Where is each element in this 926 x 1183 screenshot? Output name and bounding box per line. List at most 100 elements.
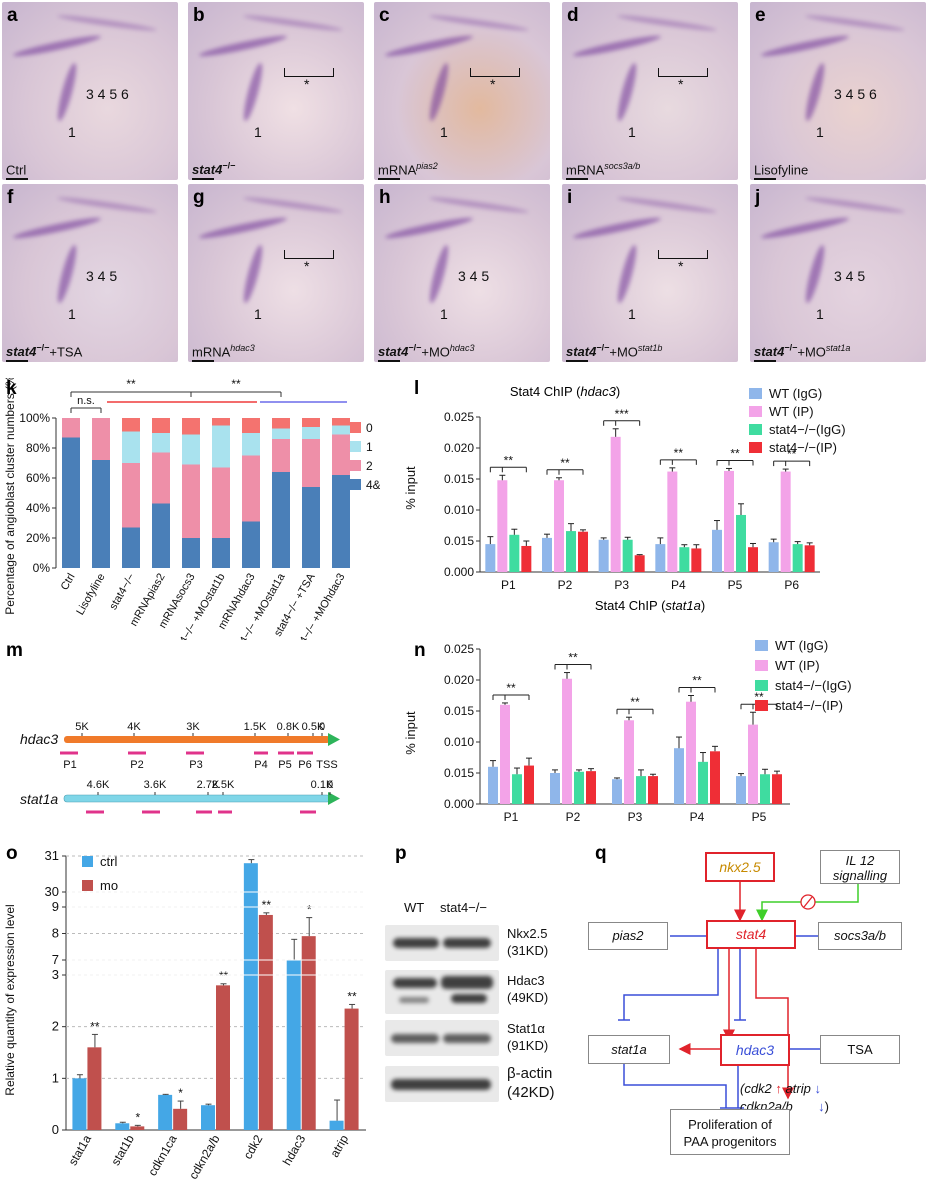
bar-WT (IgG)	[655, 544, 666, 572]
photo-label-f: f	[7, 187, 14, 208]
x-tick-label: P6	[784, 578, 799, 592]
bar-WT (IgG)	[736, 776, 746, 804]
significance-label: *	[307, 903, 312, 917]
scale-label: 5K	[75, 721, 89, 733]
bar-2	[92, 418, 110, 460]
legend-entry: 0	[366, 421, 373, 435]
bar-4&3	[92, 460, 110, 568]
embryo-photo-b: b 1 * stat4−/−	[188, 2, 364, 180]
legend-swatch	[749, 424, 762, 435]
y-axis-label: Relative quantity of expression level	[3, 904, 17, 1095]
bar-WT (IgG)	[550, 773, 560, 804]
legend-swatch	[350, 479, 361, 490]
photo-caption: stat4−/−+MOstat1b	[566, 342, 662, 362]
bar-WT (IP)	[500, 704, 510, 804]
bar-WT (IP)	[554, 480, 564, 572]
bar-2	[302, 439, 320, 487]
photo-label-d: d	[567, 5, 579, 26]
significance-label: **	[504, 453, 514, 467]
legend-entry: ctrl	[100, 854, 117, 869]
scale-label: 4.6K	[87, 779, 110, 791]
bar-1	[272, 428, 290, 439]
western-blot-hdac3	[385, 970, 499, 1014]
bar-2	[272, 439, 290, 472]
bar-4&3	[62, 437, 80, 568]
y-axis-label: % input	[403, 711, 418, 755]
x-axis-label: Stat4 ChIP (stat1a)	[595, 598, 705, 613]
bar-2	[332, 434, 350, 475]
bar-0	[122, 418, 140, 432]
missing-cluster-bracket	[284, 250, 334, 259]
y-tick-label: 0	[52, 1122, 59, 1137]
bar-1	[152, 433, 170, 453]
x-tick-label: P2	[558, 578, 573, 592]
bar-WT (IP)	[610, 436, 621, 572]
stacked-bar-chart-k: Percentage of angioblast cluster numbers…	[3, 378, 380, 640]
bar-WT (IP)	[780, 471, 791, 572]
scale-label: 0	[319, 721, 325, 733]
x-tick-label: stat4−/−	[107, 572, 137, 612]
bar-0	[332, 418, 350, 426]
cluster-number-1: 1	[628, 124, 636, 140]
bar-stat4−/−(IgG)	[512, 774, 522, 804]
y-axis-label: Percentage of angioblast cluster numbers…	[3, 378, 17, 615]
y-tick-label: 31	[45, 848, 59, 863]
cluster-number-1: 1	[440, 124, 448, 140]
panel-label-o: o	[6, 843, 18, 864]
scale-label: 0.8K	[277, 721, 300, 733]
significance-label: **	[787, 447, 797, 461]
blot-label-stat1a: Stat1α (91KD)	[507, 1021, 549, 1053]
bar-4&3	[122, 527, 140, 568]
bar-4&3	[242, 521, 260, 568]
scale-label: 0.1K	[311, 779, 334, 791]
bar-stat4−/−(IgG)	[574, 771, 584, 804]
gene-name-hdac3: hdac3	[20, 731, 58, 747]
scale-label: 2.5K	[212, 779, 235, 791]
missing-cluster-bracket	[284, 68, 334, 77]
legend-entry: WT (IgG)	[775, 638, 828, 653]
bar-stat4−/−(IgG)	[679, 547, 690, 572]
legend-entry: 4&3	[366, 478, 380, 492]
legend-entry: WT (IP)	[775, 658, 820, 673]
asterisk: *	[490, 76, 496, 92]
bar-stat4−/−(IgG)	[509, 534, 520, 572]
blot-label-hdac3: Hdac3 (49KD)	[507, 973, 549, 1005]
bar-stat4−/−(IP)	[578, 531, 588, 572]
y-tick-label: 1	[52, 1070, 59, 1085]
missing-cluster-bracket	[658, 250, 708, 259]
bar-4&3	[302, 487, 320, 568]
node-stat1a: stat1a	[588, 1035, 670, 1064]
bar-stat4−/−(IgG)	[622, 539, 633, 572]
panel-label-q: q	[595, 843, 607, 864]
chart-title: Stat4 ChIP (hdac3)	[510, 384, 620, 399]
western-blot-nkx25	[385, 925, 499, 961]
lane-label-stat4: stat4−/−	[440, 900, 487, 915]
significance-label: *	[135, 1110, 140, 1124]
x-tick-label: cdkn2a/b	[186, 1132, 223, 1181]
y-tick-label: 30	[45, 884, 59, 899]
significance-label: *	[178, 1086, 183, 1100]
pathway-diagram-q	[618, 882, 859, 1109]
gene-bar-stat1a	[63, 794, 331, 803]
legend-entry: stat4−/−(IgG)	[775, 678, 852, 693]
bar-stat4−/−(IgG)	[760, 774, 770, 804]
embryo-photo-d: d 1 * mRNAsocs3a/b	[562, 2, 738, 180]
bar-ctrl	[329, 1120, 344, 1130]
x-tick-label: stat1a	[66, 1132, 95, 1168]
panel-label-k: k	[6, 378, 17, 399]
legend-swatch	[749, 406, 762, 417]
legend-swatch	[82, 856, 93, 867]
x-tick-label: stat1b	[108, 1132, 137, 1168]
y-tick-label: 0.020	[444, 441, 474, 455]
scale-label: 0.5K	[302, 721, 325, 733]
bar-mo	[87, 1047, 102, 1130]
significance-label: **	[630, 695, 640, 709]
primer-label: P5	[278, 759, 291, 771]
embryo-photo-i: i 1 * stat4−/−+MOstat1b	[562, 184, 738, 362]
western-blot-stat1a	[385, 1020, 499, 1056]
bar-ctrl	[158, 1094, 173, 1130]
bar-WT (IgG)	[674, 748, 684, 804]
significance-label: **	[231, 378, 241, 391]
bar-mo	[130, 1126, 145, 1130]
y-tick-label: 0%	[33, 561, 51, 575]
